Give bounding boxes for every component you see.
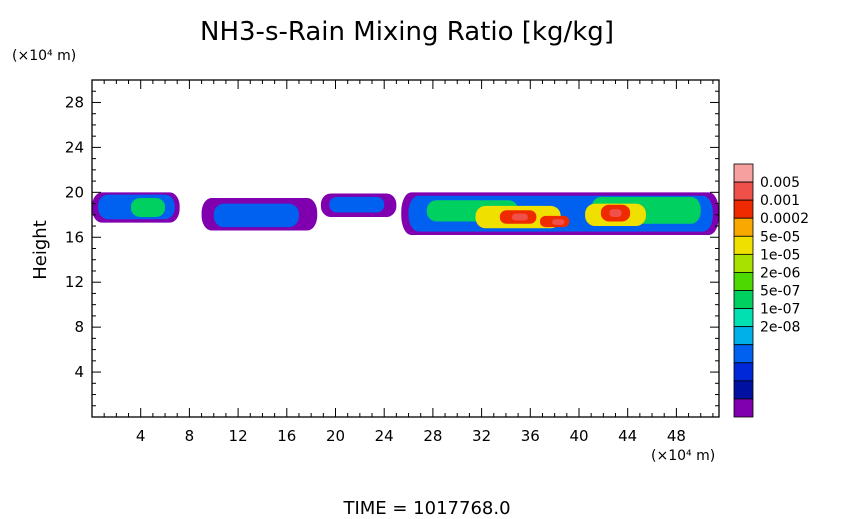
x-tick-label: 16 [277,427,296,445]
colorbar-label: 1e-07 [760,302,800,318]
x-tick-label: 40 [569,427,588,445]
colorbar-swatch [733,253,754,273]
y-tick-label: 24 [65,138,84,156]
colorbar-swatch [733,181,754,201]
y-tick-label: 20 [65,183,84,201]
colorbar-label: 0.001 [760,193,800,209]
y-unit-label: (×10⁴ m) [12,48,76,64]
colorbar-label: 2e-06 [760,265,800,281]
y-tick-label: 4 [74,363,84,381]
chart-title: NH3-s-Rain Mixing Ratio [kg/kg] [200,17,614,47]
colorbar: 0.005 0.001 0.0002 5e-05 1e-05 2e-06 5e-07 1e-0… [733,163,809,418]
x-tick-label: 20 [326,427,345,445]
heatmap-region [512,213,528,221]
x-tick-label: 48 [667,427,686,445]
colorbar-swatch [733,217,754,237]
heatmap-field [92,192,719,236]
heatmap-region [552,219,565,225]
colorbar-swatch [733,163,754,183]
time-footer: TIME = 1017768.0 [342,498,510,519]
colorbar-label: 2e-08 [760,320,800,336]
y-axis-label: Height [30,220,51,280]
x-tick-label: 8 [185,427,195,445]
heatmap-region [609,209,622,218]
x-tick-label: 12 [229,427,248,445]
heatmap-region [213,203,299,228]
heatmap-region [130,197,166,218]
colorbar-swatch [733,290,754,309]
x-unit-label: (×10⁴ m) [651,448,715,464]
x-tick-label: 24 [375,427,394,445]
colorbar-swatch [733,308,754,328]
y-tick-label: 28 [65,93,84,111]
x-tick-label: 36 [521,427,540,445]
y-tick-label: 16 [65,228,84,246]
x-tick-label: 44 [618,427,637,445]
colorbar-swatch [733,380,754,400]
colorbar-swatch [733,272,754,291]
y-tick-label: 8 [74,318,84,336]
colorbar-swatch [733,235,754,255]
x-tick-label: 32 [472,427,491,445]
colorbar-label: 0.0002 [760,211,809,227]
colorbar-label: 0.005 [760,175,800,191]
colorbar-swatch [733,398,754,418]
colorbar-label: 1e-05 [760,247,800,263]
x-tick-label: 4 [136,427,146,445]
heatmap-region [329,196,385,213]
colorbar-swatch [733,362,754,382]
colorbar-swatch [733,344,754,364]
y-tick-label: 12 [65,273,84,291]
colorbar-label: 5e-05 [760,229,800,245]
colorbar-swatch [733,326,754,346]
plot-frame [91,79,720,418]
x-tick-label: 28 [423,427,442,445]
colorbar-swatch [733,199,754,219]
colorbar-label: 5e-07 [760,284,800,300]
